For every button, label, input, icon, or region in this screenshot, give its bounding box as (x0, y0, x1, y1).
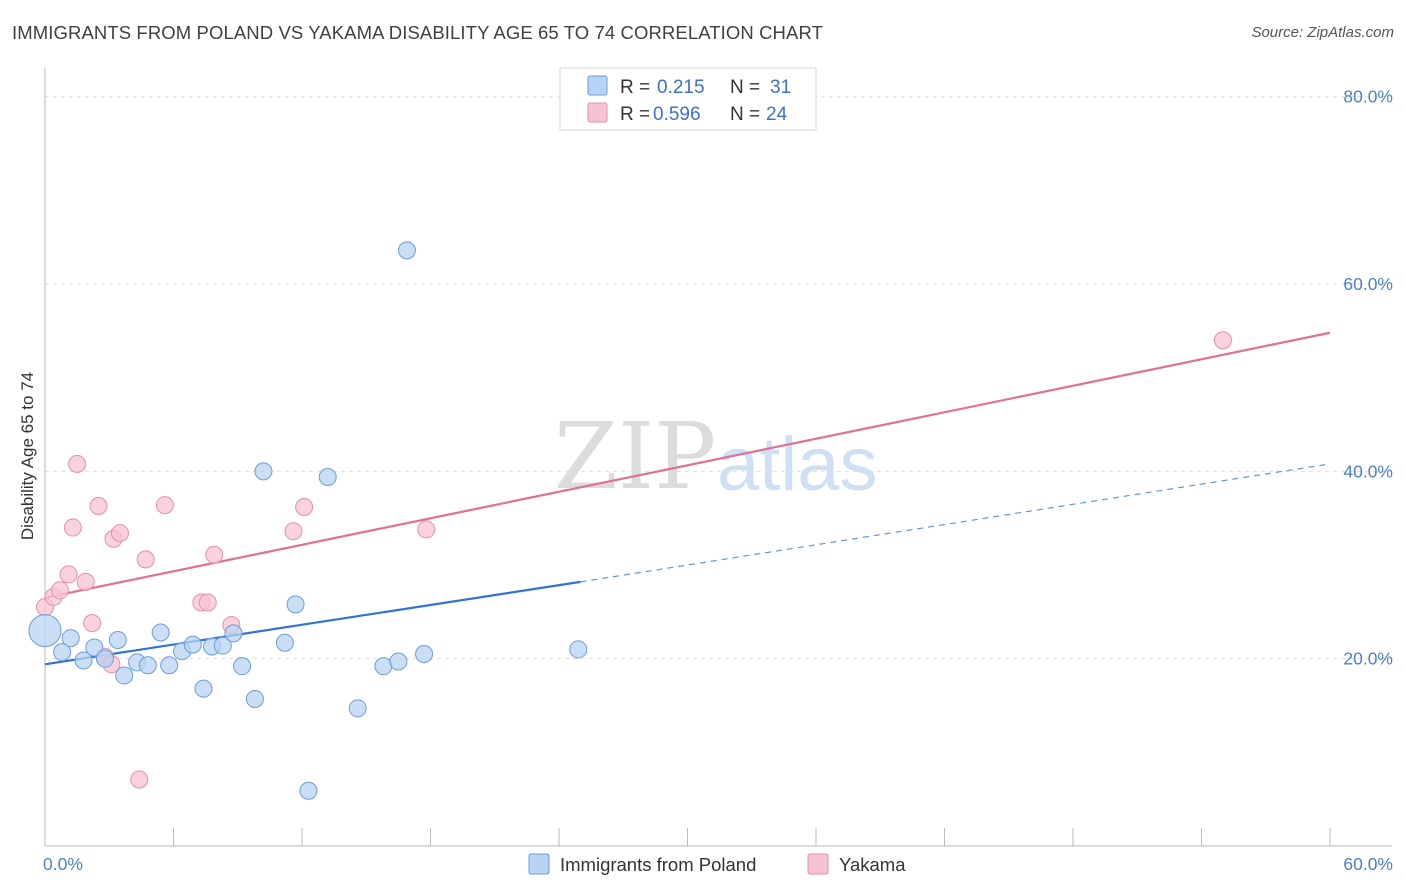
data-point-yakama (198, 593, 217, 612)
data-point-yakama (136, 550, 155, 569)
data-point-yakama (205, 545, 224, 564)
data-point-poland (389, 652, 408, 671)
data-point-yakama (68, 454, 87, 473)
data-point-poland (233, 657, 252, 676)
legend-n-label: N = (730, 104, 760, 125)
data-point-poland (348, 699, 367, 718)
data-point-poland (183, 635, 202, 654)
data-point-poland (299, 781, 318, 800)
y-axis-label: Disability Age 65 to 74 (18, 372, 37, 540)
x-tick-label: 60.0% (1343, 854, 1393, 874)
series-legend-swatch-poland (528, 853, 550, 875)
y-tick-labels: 20.0% 40.0% 60.0% 80.0% (1343, 87, 1393, 669)
source-label: Source: ZipAtlas.com (1251, 24, 1394, 41)
legend-r-label: R = (620, 104, 650, 125)
data-point-poland (108, 630, 127, 649)
data-point-poland (415, 645, 434, 663)
legend-r-value-yakama: 0.596 (653, 104, 701, 125)
data-point-poland (61, 629, 80, 648)
data-point-yakama (1213, 331, 1232, 350)
legend-n-label: N = (730, 77, 760, 98)
data-point-poland (254, 462, 273, 481)
data-point-poland (224, 624, 243, 643)
data-point-yakama (89, 497, 108, 516)
legend-swatch-yakama (587, 102, 608, 123)
data-point-yakama (63, 518, 82, 537)
trend-line-yakama (44, 331, 1331, 599)
y-tick-label: 60.0% (1343, 274, 1393, 294)
data-point-yakama (155, 496, 174, 515)
legend-n-value-poland: 31 (770, 77, 791, 98)
data-point-poland (194, 679, 213, 698)
data-point-poland (397, 241, 416, 260)
data-point-poland (74, 651, 93, 670)
data-point-yakama (110, 524, 129, 543)
data-point-poland (569, 640, 588, 659)
yakama-points (36, 331, 1232, 789)
data-point-poland (213, 636, 232, 655)
trend-line-poland (44, 580, 581, 666)
data-point-poland (160, 656, 179, 675)
data-point-poland (151, 623, 170, 642)
data-point-poland (286, 595, 305, 614)
x-tick-label: 0.0% (43, 854, 83, 874)
data-point-poland (53, 643, 72, 662)
data-point-poland (275, 633, 294, 652)
data-point-yakama (417, 520, 436, 539)
watermark-zip: ZIP (554, 403, 716, 510)
watermark-atlas: atlas (717, 422, 878, 507)
x-tick-labels: 0.0% 60.0% (43, 854, 1393, 874)
trend-line-poland-extension (580, 463, 1331, 583)
series-legend-label-yakama: Yakama (839, 854, 906, 875)
data-point-yakama (59, 565, 78, 584)
data-point-yakama (50, 581, 69, 600)
data-point-yakama (295, 497, 314, 516)
legend-swatch-poland (587, 75, 608, 96)
data-point-yakama (76, 572, 95, 591)
gridlines (45, 96, 1392, 660)
poland-points (28, 241, 588, 800)
series-legend-label-poland: Immigrants from Poland (560, 854, 756, 875)
y-tick-label: 20.0% (1343, 649, 1393, 669)
data-point-poland (115, 666, 134, 685)
data-point-yakama (83, 614, 102, 633)
data-point-yakama (284, 522, 303, 541)
series-legend-swatch-yakama (807, 853, 829, 875)
data-point-poland (95, 649, 114, 668)
data-point-poland (138, 656, 157, 675)
series-legend: Immigrants from Poland Yakama (528, 853, 906, 875)
legend-n-value-yakama: 24 (766, 104, 788, 125)
data-point-poland (318, 467, 337, 486)
data-point-poland (28, 614, 62, 648)
data-point-poland (85, 638, 104, 657)
legend-r-label: R = (620, 77, 650, 98)
legend-r-value-poland: 0.215 (657, 77, 705, 98)
data-point-yakama (130, 770, 149, 789)
y-tick-label: 80.0% (1343, 87, 1393, 107)
stats-legend: R = 0.215 N = 31 R = 0.596 N = 24 (559, 67, 817, 131)
y-tick-label: 40.0% (1343, 461, 1393, 481)
data-point-poland (374, 657, 393, 676)
data-point-poland (245, 689, 264, 708)
trend-lines (44, 331, 1331, 666)
chart-title: IMMIGRANTS FROM POLAND VS YAKAMA DISABIL… (12, 22, 823, 43)
axes (44, 68, 1392, 847)
